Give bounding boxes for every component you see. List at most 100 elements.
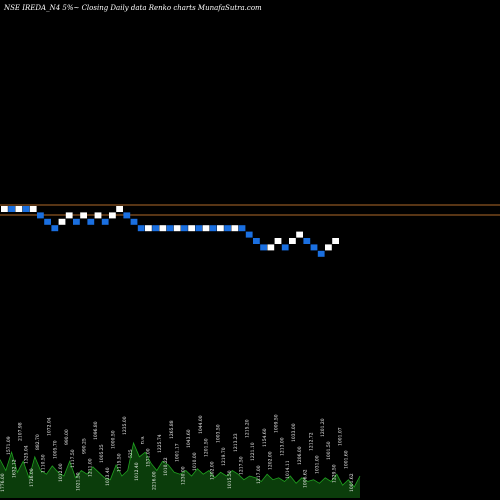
renko-brick-up (109, 212, 116, 219)
volume-area (0, 441, 361, 498)
renko-brick-down (73, 218, 80, 225)
volume-label: 2216.00 (151, 471, 157, 490)
volume-label: 1235.00 (122, 416, 128, 435)
volume-label: 2107.98 (18, 422, 24, 441)
volume-label: 1571.00 (146, 448, 152, 467)
renko-brick-down (22, 206, 30, 212)
volume-label: 1009.50 (274, 414, 280, 433)
volume-label: 1213.23 (233, 433, 239, 452)
renko-brick-down (224, 225, 231, 232)
volume-label: 1230.00 (180, 466, 186, 485)
volume-label: 1015.50 (227, 470, 233, 489)
volume-label: 1000.50 (111, 430, 117, 449)
volume-label: 1201.20 (320, 418, 326, 437)
renko-brick-down (281, 244, 289, 251)
volume-label: 990.25 (82, 438, 88, 454)
renko-brick-down (303, 238, 311, 244)
volume-line (0, 441, 361, 488)
renko-brick-up (80, 212, 87, 219)
volume-label: 1021.50 (76, 472, 82, 491)
volume-label: 1115.50 (116, 453, 122, 472)
volume-label: 1110.50 (41, 454, 47, 473)
renko-brick-up (267, 244, 275, 251)
renko-bricks (1, 206, 339, 257)
renko-brick-down (310, 244, 318, 251)
volume-label: 1225.74 (157, 434, 163, 453)
renko-brick-up (231, 225, 239, 232)
renko-brick-down (87, 218, 95, 225)
volume-label: 1031.00 (314, 455, 320, 474)
volume-label: 1726.00 (29, 468, 35, 487)
volume-label: 1211.00 (87, 458, 93, 477)
renko-brick-up (289, 238, 296, 244)
renko-brick-up (15, 206, 23, 212)
volume-label: 1001.17 (175, 443, 181, 462)
renko-brick-up (274, 238, 282, 244)
volume-label: 990.00 (64, 429, 70, 445)
renko-brick-up (65, 212, 73, 219)
volume-label: 1006.62 (303, 469, 309, 488)
volume-label: 1219.70 (221, 447, 227, 466)
volume-label: 1213.00 (279, 437, 285, 456)
renko-brick-up (1, 206, 8, 212)
renko-brick-up (159, 225, 167, 232)
volume-fill (0, 443, 360, 498)
volume-label: 1212.72 (308, 432, 314, 451)
volume-label: 1325.04 (23, 445, 29, 464)
renko-brick-up (296, 231, 303, 238)
renko-brick-down (195, 225, 203, 232)
renko-brick-down (8, 206, 15, 212)
volume-label: 1012.00 (58, 463, 64, 482)
chart-title: NSE IREDA_N4 5%~ Closing Daily data Renk… (3, 4, 262, 12)
volume-label: 1072.04 (47, 417, 53, 436)
renko-brick-up (325, 244, 332, 251)
renko-brick-down (209, 225, 217, 232)
renko-brick-down (101, 218, 109, 225)
volume-label: 1571.09 (6, 436, 12, 455)
renko-brick-down (317, 250, 325, 257)
volume-label: 1154.60 (262, 428, 268, 447)
renko-brick-up (58, 218, 66, 225)
renko-brick-down (238, 225, 246, 232)
volume-label: 1215.20 (244, 419, 250, 438)
renko-brick-up (145, 225, 152, 232)
renko-brick-down (51, 225, 59, 232)
volume-label: 1632.12 (12, 459, 18, 478)
renko-brick-down (166, 225, 174, 232)
renko-brick-up (217, 225, 224, 232)
volume-label: 1001.07 (338, 427, 344, 446)
renko-brick-up (202, 225, 210, 232)
renko-brick-down (253, 238, 260, 244)
volume-label: 1044.00 (198, 415, 204, 434)
volume-label: 1010.22 (163, 457, 169, 476)
volume-label: 1217.50 (239, 456, 245, 475)
renko-brick-down (137, 225, 145, 232)
renko-brick-down (123, 212, 131, 219)
volume-label: 1202.00 (268, 451, 274, 470)
renko-brick-up (94, 212, 102, 219)
volume-label: 1010.00 (192, 452, 198, 471)
volume-label: 882.70 (35, 434, 41, 450)
volume-label: 1012.40 (134, 462, 140, 481)
renko-brick-up (173, 225, 181, 232)
renko-brick-up (29, 206, 37, 212)
renko-brick-down (152, 225, 159, 232)
renko-brick-down (44, 218, 51, 225)
renko-brick-up (332, 238, 339, 244)
renko-brick-down (260, 244, 267, 251)
renko-brick-down (37, 212, 44, 219)
volume-label: 1001.60 (343, 450, 349, 469)
renko-brick-up (116, 206, 123, 212)
volume-label: 1776.00 (0, 473, 6, 492)
volume-label: 1221.10 (250, 442, 256, 461)
volume-label: 1206.00 (297, 446, 303, 465)
volume-label: 1265.88 (169, 420, 175, 439)
volume-label: 1005.25 (99, 444, 105, 463)
volume-label: 1217.00 (256, 465, 262, 484)
volume-label: 1201.50 (204, 438, 210, 457)
renko-brick-down (181, 225, 188, 232)
volume-label: 1096.80 (93, 421, 99, 440)
